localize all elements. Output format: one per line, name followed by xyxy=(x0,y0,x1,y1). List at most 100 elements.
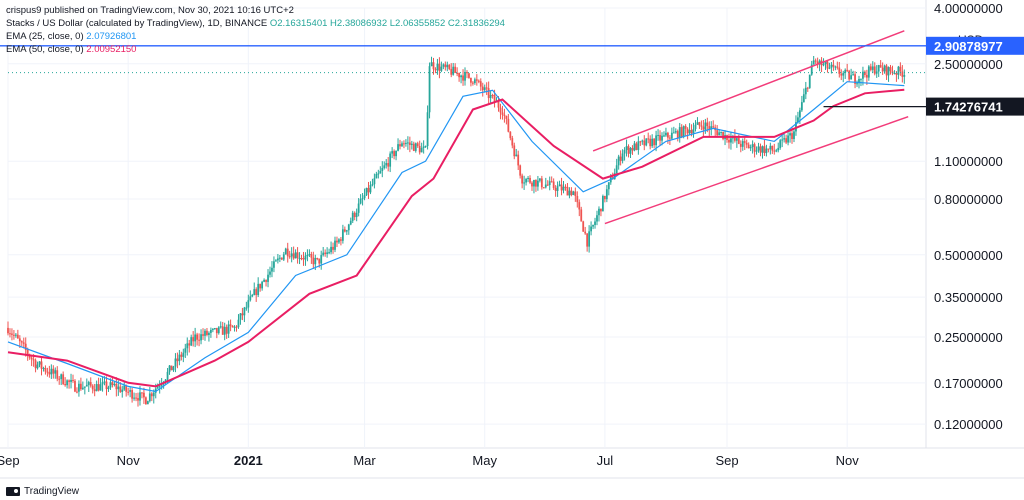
candle-body xyxy=(712,126,715,128)
candle-body xyxy=(213,327,216,329)
y-tick-label: 0.17000000 xyxy=(934,376,1003,391)
tradingview-footer[interactable]: TradingView xyxy=(6,486,79,497)
candle-body xyxy=(542,187,545,189)
candle-body xyxy=(83,386,86,388)
candle-body xyxy=(36,364,39,369)
candle-body xyxy=(574,191,577,197)
candle-body xyxy=(702,126,705,130)
candle-body xyxy=(529,177,531,183)
candle-body xyxy=(605,189,608,200)
candle-body xyxy=(718,132,721,136)
candle-body xyxy=(79,383,82,390)
candle-body xyxy=(85,384,88,387)
candle-body xyxy=(249,296,252,301)
candle-body xyxy=(570,190,573,195)
candle-body xyxy=(865,74,868,78)
candle-body xyxy=(377,173,380,175)
candle-body xyxy=(690,129,693,134)
candle-body xyxy=(785,138,788,143)
candle-body xyxy=(637,141,640,150)
candle-body xyxy=(66,380,68,386)
candle-body xyxy=(548,181,551,186)
candle-body xyxy=(208,332,210,336)
candle-body xyxy=(676,131,679,139)
candle-body xyxy=(733,136,736,141)
candle-body xyxy=(355,212,358,218)
candle-body xyxy=(787,135,789,143)
candle-body xyxy=(802,94,805,103)
candle-body xyxy=(830,64,833,68)
candle-body xyxy=(422,146,425,148)
candle-body xyxy=(133,397,135,399)
candle-body xyxy=(405,142,407,144)
candle-body xyxy=(97,384,100,391)
price-axis[interactable]: 4.00000000 2.50000000 1.10000000 0.80000000… xyxy=(926,1,1024,432)
candle-body xyxy=(708,126,711,130)
candle-body xyxy=(154,388,157,393)
candle-body xyxy=(798,110,801,118)
candle-body xyxy=(501,112,504,115)
candle-body xyxy=(7,327,9,334)
candle-body xyxy=(68,380,70,382)
candle-body xyxy=(211,328,214,330)
candle-body xyxy=(312,257,315,265)
candle-body xyxy=(537,180,539,187)
candle-body xyxy=(503,114,506,116)
candle-body xyxy=(436,63,439,71)
candle-body xyxy=(450,68,453,75)
candle-body xyxy=(87,382,90,385)
candle-body xyxy=(521,175,524,184)
candle-body xyxy=(899,66,902,72)
candle-body xyxy=(296,252,299,259)
candle-body xyxy=(158,385,161,387)
candle-body xyxy=(288,256,291,258)
candle-body xyxy=(397,144,399,151)
candle-body xyxy=(491,95,494,97)
candle-body xyxy=(52,368,55,374)
candle-body xyxy=(613,173,616,180)
candle-body xyxy=(438,63,441,71)
candle-body xyxy=(822,64,825,66)
candle-body xyxy=(850,75,853,80)
candle-body xyxy=(182,352,185,357)
candle-body xyxy=(188,343,191,346)
candle-body xyxy=(278,257,281,259)
chart-lines xyxy=(0,30,926,393)
candle-body xyxy=(89,382,92,386)
candle-body xyxy=(531,182,533,187)
candle-body xyxy=(290,253,293,257)
candle-body xyxy=(306,254,309,256)
candle-body xyxy=(420,147,423,153)
candle-body xyxy=(578,202,581,210)
candle-body xyxy=(336,240,338,243)
candle-body xyxy=(519,165,522,176)
candle-body xyxy=(304,255,307,260)
candle-body xyxy=(107,387,110,390)
candle-body xyxy=(101,382,104,385)
ema25-legend[interactable]: EMA (25, close, 0) 2.07926801 xyxy=(6,30,505,43)
candle-body xyxy=(475,79,478,81)
candle-body xyxy=(414,143,417,151)
candle-body xyxy=(56,370,59,379)
candle-body xyxy=(156,386,159,389)
candle-body xyxy=(728,139,730,143)
time-axis[interactable]: Sep Nov 2021 Mar May Jul Sep Nov xyxy=(0,453,859,468)
candle-body xyxy=(148,393,151,402)
candle-body xyxy=(18,338,21,342)
candle-body xyxy=(78,383,80,392)
candle-body xyxy=(741,141,744,147)
candle-body xyxy=(464,72,466,81)
candle-body xyxy=(298,258,301,260)
candle-body xyxy=(763,146,766,154)
candle-body xyxy=(826,61,829,69)
chart-grid xyxy=(0,0,1024,479)
ema50-legend[interactable]: EMA (50, close, 0) 2.00952150 xyxy=(6,43,505,56)
candle-body xyxy=(540,178,543,188)
candle-body xyxy=(379,170,382,174)
candle-body xyxy=(302,258,305,260)
candle-body xyxy=(20,341,23,343)
candle-body xyxy=(385,163,388,166)
candle-body xyxy=(338,239,340,243)
candle-body xyxy=(864,71,866,75)
